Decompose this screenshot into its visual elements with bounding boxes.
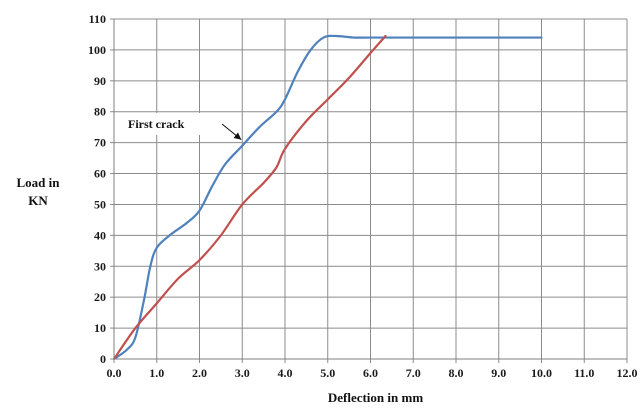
x-tick-label: 11.0 bbox=[574, 366, 594, 380]
x-tick-label: 7.0 bbox=[406, 366, 421, 380]
x-tick-label: 1.0 bbox=[149, 366, 164, 380]
grid bbox=[114, 18, 628, 359]
y-tick-label: 40 bbox=[94, 228, 106, 242]
y-tick-label: 10 bbox=[94, 321, 106, 335]
x-tick-label: 12.0 bbox=[617, 366, 638, 380]
y-tick-label: 100 bbox=[88, 43, 106, 57]
x-tick-label: 6.0 bbox=[363, 366, 378, 380]
x-tick-label: 8.0 bbox=[449, 366, 464, 380]
y-tick-label: 90 bbox=[94, 74, 106, 88]
y-tick-label: 70 bbox=[94, 136, 106, 150]
annotation-arrowhead bbox=[233, 132, 242, 140]
x-axis-title: Deflection in mm bbox=[328, 390, 423, 405]
annotations: First crack bbox=[120, 113, 242, 141]
y-tick-label: 110 bbox=[89, 12, 106, 26]
x-tick-label: 0.0 bbox=[107, 366, 122, 380]
y-tick-label: 50 bbox=[94, 197, 106, 211]
x-tick-label: 3.0 bbox=[235, 366, 250, 380]
y-tick-label: 20 bbox=[94, 290, 106, 304]
annotation-box bbox=[120, 113, 220, 135]
y-tick-label: 60 bbox=[94, 167, 106, 181]
y-axis-title-line1: Load in bbox=[17, 175, 61, 190]
x-tick-label: 4.0 bbox=[278, 366, 293, 380]
y-tick-label: 0 bbox=[100, 352, 106, 366]
y-axis-title-line2: KN bbox=[28, 193, 48, 208]
x-tick-label: 10.0 bbox=[531, 366, 552, 380]
annotation-label: First crack bbox=[128, 117, 185, 131]
series-layer bbox=[112, 34, 543, 361]
x-tick-label: 5.0 bbox=[320, 366, 335, 380]
axes bbox=[110, 18, 628, 363]
tick-labels: 0.0 1.0 2.0 3.0 4.0 5.0 6.0 7.0 8.0 9.0 10.0 11.0 12… bbox=[88, 12, 638, 380]
x-tick-label: 2.0 bbox=[192, 366, 207, 380]
x-tick-label: 9.0 bbox=[491, 366, 506, 380]
y-tick-label: 30 bbox=[94, 259, 106, 273]
series-line-1 bbox=[112, 34, 543, 361]
y-tick-label: 80 bbox=[94, 105, 106, 119]
series-line-2 bbox=[112, 34, 387, 361]
